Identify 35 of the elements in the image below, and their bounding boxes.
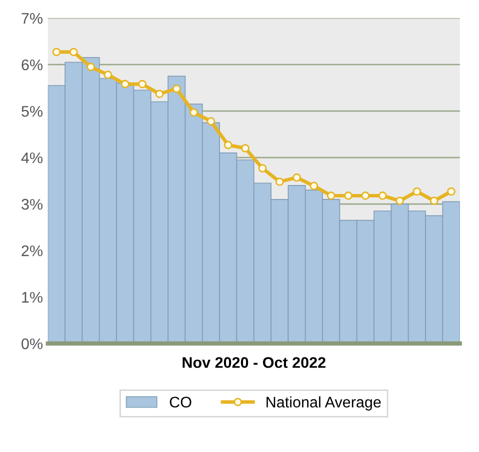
point xyxy=(86,62,95,72)
point xyxy=(190,108,198,117)
y-tick-label: 4% xyxy=(21,152,42,164)
point xyxy=(292,173,301,182)
point xyxy=(326,192,336,200)
point xyxy=(430,196,438,205)
y-tick-label: 0% xyxy=(22,338,42,350)
point xyxy=(241,144,250,152)
legend-label: CO xyxy=(170,396,192,408)
point xyxy=(412,187,422,196)
x-axis-title: Nov 2020 - Oct 2022 xyxy=(182,357,326,368)
point xyxy=(120,80,130,88)
legend-label: National Average xyxy=(266,396,381,411)
point xyxy=(310,182,318,190)
point xyxy=(69,48,78,56)
point xyxy=(224,140,232,150)
y-tick-label: 6% xyxy=(22,59,42,70)
point xyxy=(344,192,352,200)
point xyxy=(138,80,146,88)
point xyxy=(275,178,284,186)
point xyxy=(104,70,112,79)
y-tick-label: 3% xyxy=(22,198,42,210)
y-tick-label: 2% xyxy=(22,245,42,256)
point xyxy=(258,164,267,172)
y-tick-label: 5% xyxy=(22,106,42,117)
point xyxy=(378,192,387,200)
point xyxy=(361,192,370,200)
point xyxy=(206,117,216,126)
point xyxy=(172,84,181,93)
y-tick-label: 7% xyxy=(22,13,42,24)
point xyxy=(396,196,404,205)
point xyxy=(52,48,61,56)
point xyxy=(155,90,164,98)
point xyxy=(447,187,456,196)
y-tick-label: 1% xyxy=(22,292,42,303)
